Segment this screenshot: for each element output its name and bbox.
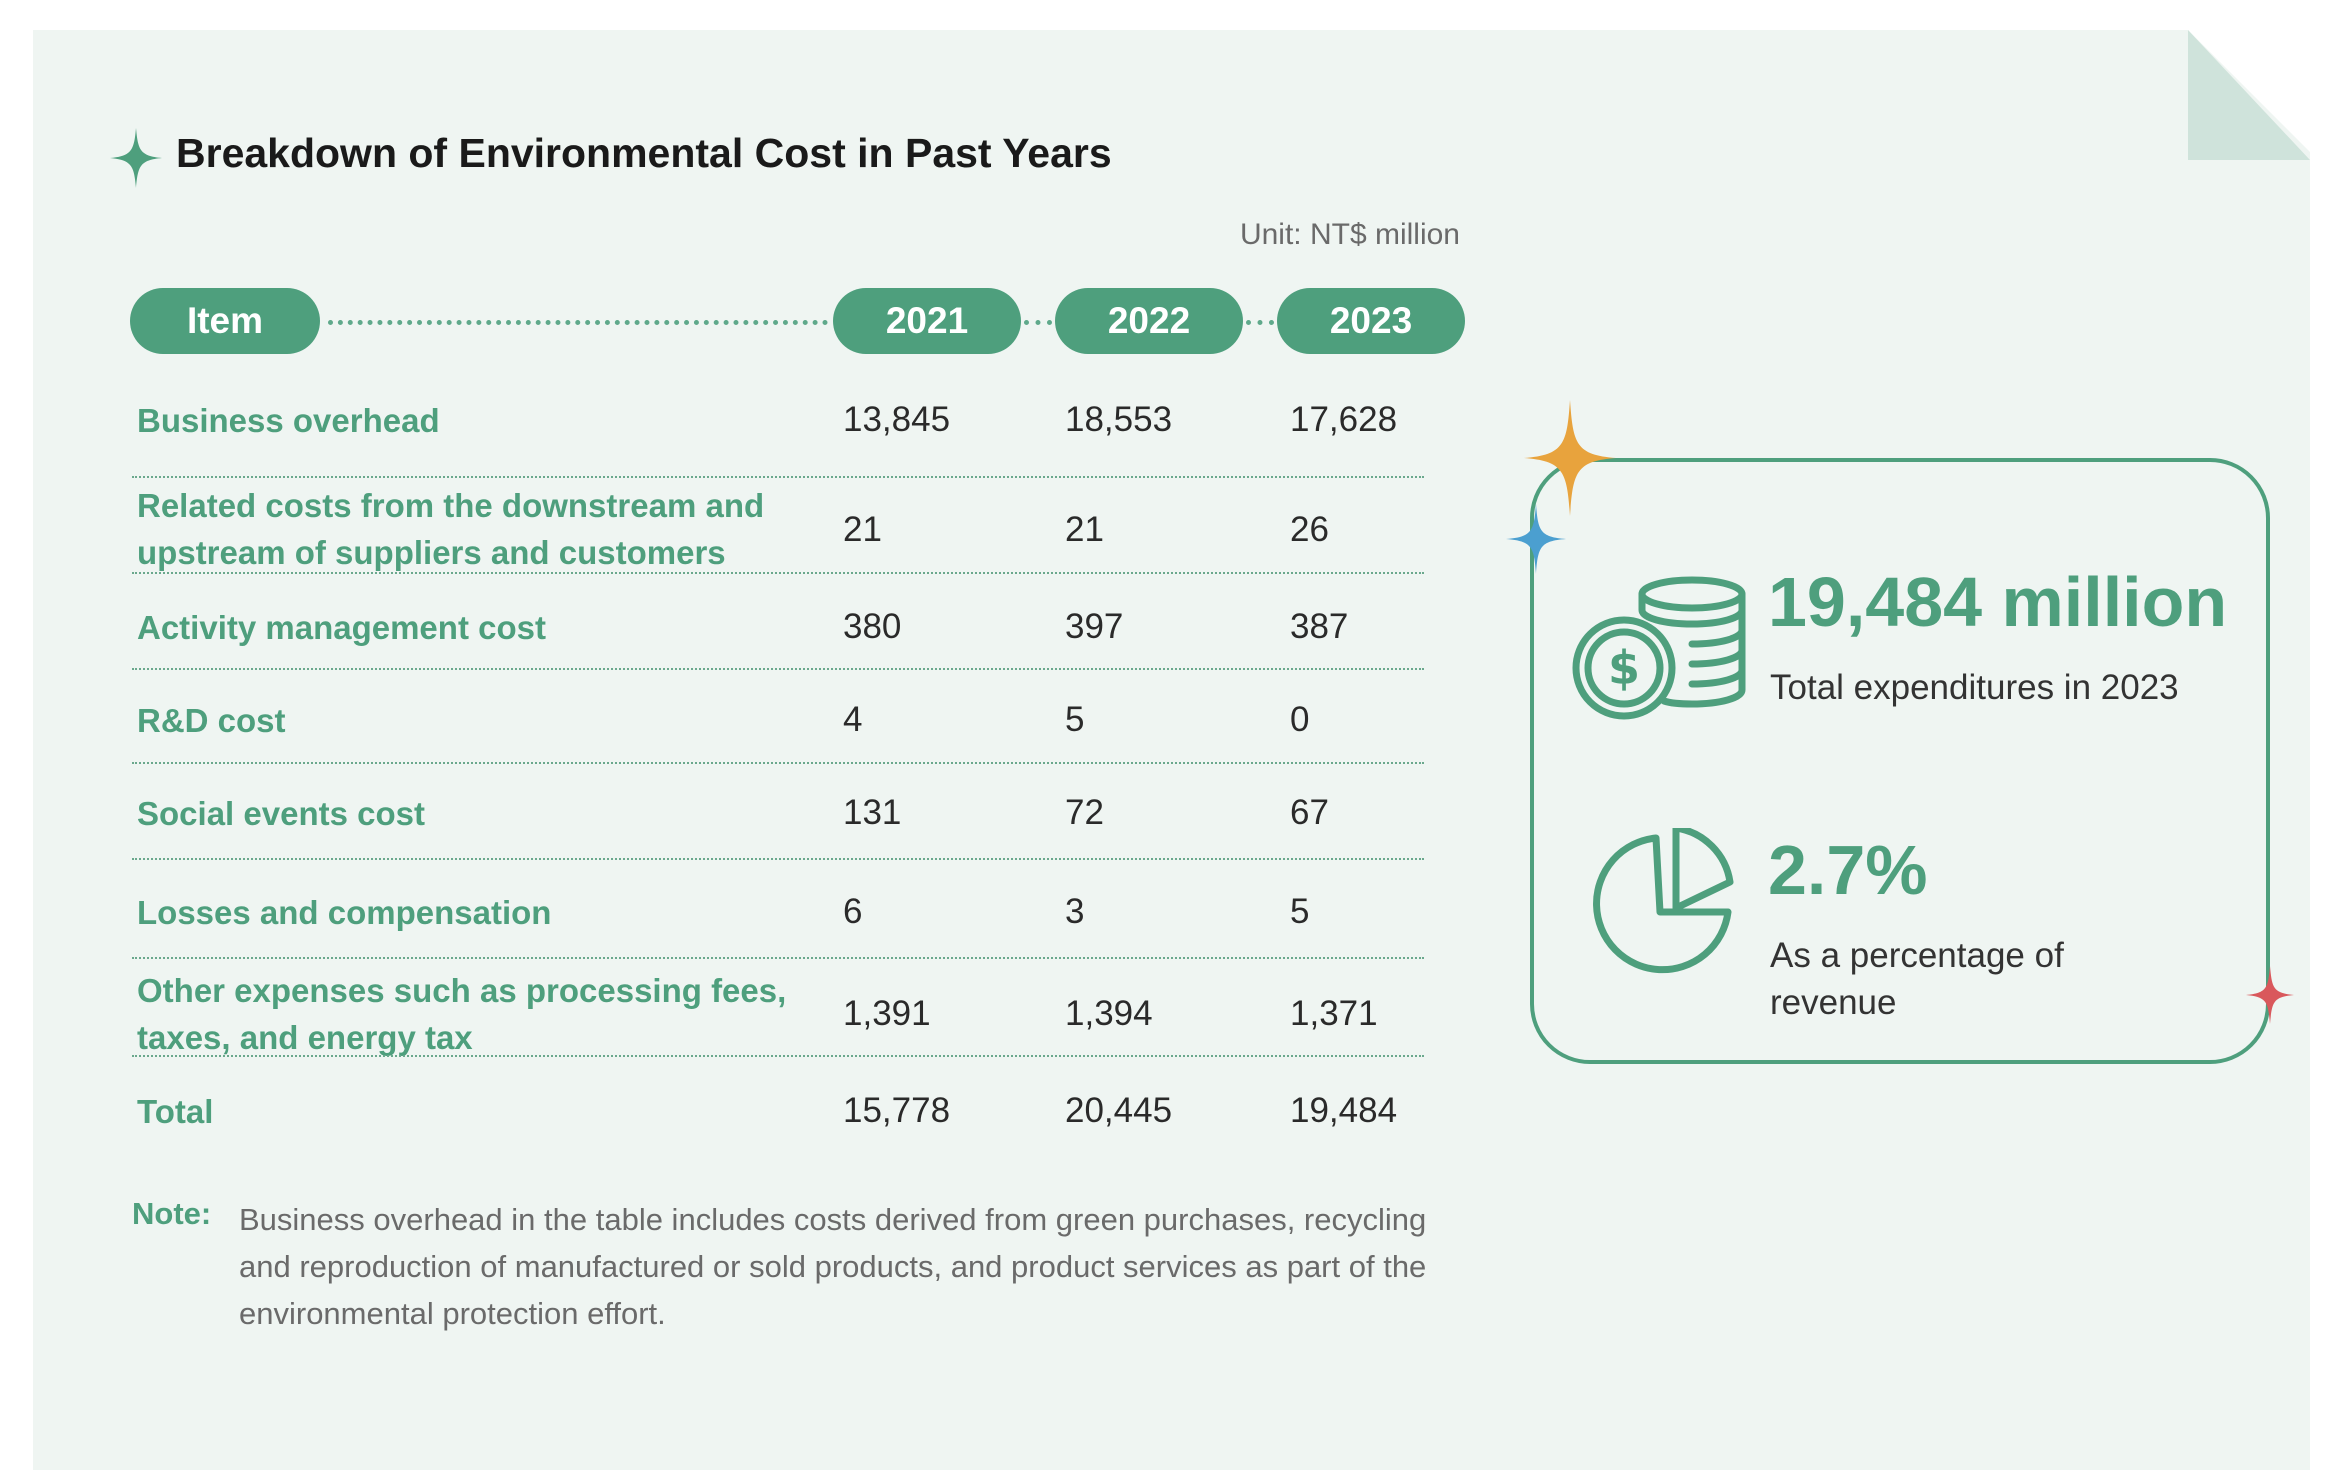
- summary-box: [1530, 458, 2270, 1064]
- value-cell: 18,553: [1065, 400, 1173, 439]
- note-label: Note:: [132, 1196, 212, 1231]
- coins-dollar-icon: $: [1572, 576, 1746, 720]
- value-cell: 13,845: [843, 400, 951, 439]
- row-divider: [132, 476, 1424, 478]
- value-cell: 5: [1290, 892, 1310, 931]
- row-label: Business overhead: [137, 401, 440, 439]
- row-divider: [132, 762, 1424, 764]
- value-cell: 20,445: [1065, 1091, 1173, 1130]
- percentage-label: As a percentage of revenue: [1770, 936, 2064, 1022]
- value-cell: 5: [1065, 700, 1085, 739]
- row-label: Losses and compensation: [137, 893, 552, 931]
- value-cell: 387: [1290, 607, 1349, 646]
- note-text: Business overhead in the table includes …: [239, 1202, 1427, 1331]
- sparkle-icon: [1506, 504, 1566, 574]
- row-divider: [132, 957, 1424, 959]
- header-item: Item: [130, 288, 320, 354]
- sparkle-icon: [110, 128, 162, 188]
- row-label: Social events cost: [137, 794, 425, 832]
- card-background: [33, 30, 2310, 1470]
- value-cell: 1,371: [1290, 994, 1378, 1033]
- value-cell: 4: [843, 700, 863, 739]
- page-title: Breakdown of Environmental Cost in Past …: [176, 130, 1112, 176]
- total-expenditure-label: Total expenditures in 2023: [1770, 668, 2179, 707]
- pie-chart-icon: [1593, 828, 1734, 974]
- row-divider: [132, 1055, 1424, 1057]
- value-cell: 131: [843, 793, 902, 832]
- value-cell: 26: [1290, 510, 1329, 549]
- row-divider: [132, 572, 1424, 574]
- row-label: Total: [137, 1092, 214, 1130]
- value-cell: 0: [1290, 700, 1310, 739]
- value-cell: 380: [843, 607, 902, 646]
- row-label: Related costs from the downstream and up…: [137, 487, 765, 571]
- value-cell: 3: [1065, 892, 1085, 931]
- header-dotted-line: [328, 320, 828, 325]
- value-cell: 17,628: [1290, 400, 1398, 439]
- header-year-2021: 2021: [833, 288, 1021, 354]
- value-cell: 67: [1290, 793, 1329, 832]
- header-year-2023: 2023: [1277, 288, 1465, 354]
- header-dotted-line: [1024, 320, 1052, 325]
- value-cell: 397: [1065, 607, 1124, 646]
- header-dotted-line: [1246, 320, 1274, 325]
- value-cell: 1,394: [1065, 994, 1153, 1033]
- value-cell: 19,484: [1290, 1091, 1398, 1130]
- total-expenditure-value: 19,484 million: [1768, 563, 2228, 641]
- row-divider: [132, 668, 1424, 670]
- row-label: Other expenses such as processing fees, …: [137, 972, 787, 1056]
- value-cell: 21: [1065, 510, 1104, 549]
- svg-text:$: $: [1608, 641, 1640, 695]
- percentage-value: 2.7%: [1768, 831, 1928, 909]
- row-divider: [132, 858, 1424, 860]
- sparkle-icon: [2246, 966, 2294, 1024]
- row-label: Activity management cost: [137, 608, 546, 646]
- value-cell: 15,778: [843, 1091, 951, 1130]
- header-year-2022: 2022: [1055, 288, 1243, 354]
- sparkle-icon: [1524, 400, 1616, 516]
- unit-label: Unit: NT$ million: [1239, 218, 1460, 251]
- value-cell: 1,391: [843, 994, 931, 1033]
- value-cell: 72: [1065, 793, 1104, 832]
- value-cell: 6: [843, 892, 863, 931]
- value-cell: 21: [843, 510, 882, 549]
- row-label: R&D cost: [137, 701, 286, 739]
